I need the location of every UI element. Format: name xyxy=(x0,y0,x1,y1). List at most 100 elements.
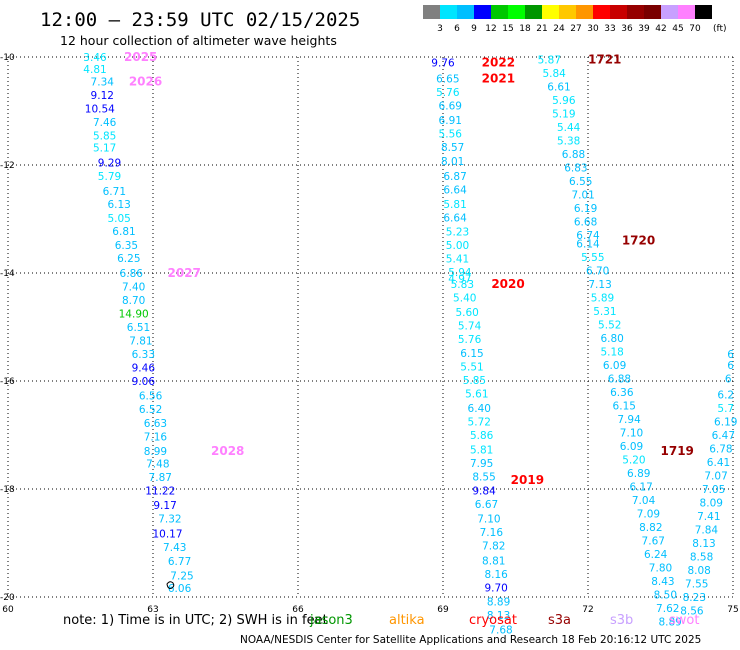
legend-tick: 36 xyxy=(621,24,633,34)
wave-height-point: 7.62 xyxy=(656,603,679,615)
wave-height-point: 6.67 xyxy=(475,499,498,511)
wave-height-point: 5.17 xyxy=(93,143,116,155)
wave-height-point: 7.10 xyxy=(620,427,643,439)
wave-height-point: 5.84 xyxy=(542,68,566,80)
legend-tick: 33 xyxy=(604,24,615,34)
legend-swatch xyxy=(576,5,593,19)
wave-height-point: 6.19 xyxy=(714,417,737,429)
wave-height-point: 6.70 xyxy=(586,265,609,277)
wave-height-point: 5.51 xyxy=(460,361,483,373)
legend-tick: 45 xyxy=(672,24,683,34)
wave-height-point: 6.88 xyxy=(562,149,585,161)
wave-height-point: 7.84 xyxy=(695,525,719,537)
x-axis-ticks: 60 63 66 69 72 75 xyxy=(2,605,738,615)
wave-height-point: 7.43 xyxy=(163,542,186,554)
wave-height-point: 7.16 xyxy=(144,432,168,444)
wave-height-point: 6.74 xyxy=(576,230,600,242)
wave-height-point: 7.67 xyxy=(642,535,665,547)
wave-height-point: 6.40 xyxy=(468,403,491,415)
y-tick-label: -12 xyxy=(0,161,15,171)
pass-time-label: 2025 xyxy=(124,50,157,64)
wave-height-point: 9.29 xyxy=(98,157,121,169)
wave-height-point: 5.60 xyxy=(455,307,478,319)
legend-swatch xyxy=(508,5,525,19)
wave-height-point: 8.43 xyxy=(651,576,674,588)
legend-swatch xyxy=(542,5,559,19)
wave-height-point: 14.90 xyxy=(119,309,149,321)
wave-height-point: 4.97 xyxy=(448,273,471,285)
wave-height-point: 9.17 xyxy=(153,500,176,512)
legend-tick: 3 xyxy=(437,24,443,34)
legend-tick: 9 xyxy=(471,24,477,34)
map-grid xyxy=(7,56,734,598)
chart-subtitle: 12 hour collection of altimeter wave hei… xyxy=(60,33,337,48)
wave-height-point: 8.50 xyxy=(654,589,677,601)
wave-height-point: 6.17 xyxy=(629,481,652,493)
wave-height-point: 7.68 xyxy=(489,624,512,636)
wave-height-point: 6.35 xyxy=(115,240,138,252)
satellite-name: s3a xyxy=(548,613,571,628)
legend-unit: (ft) xyxy=(713,24,727,34)
wave-height-point: 6.86 xyxy=(120,268,144,280)
wave-height-point: 5.89 xyxy=(591,292,614,304)
wave-height-point: 6.25 xyxy=(117,253,140,265)
x-tick-label: 72 xyxy=(582,605,593,615)
legend-swatch xyxy=(678,5,695,19)
wave-height-point: 7.48 xyxy=(146,459,169,471)
wave-height-point: 8.99 xyxy=(144,446,167,458)
wave-height-point: 8.08 xyxy=(687,565,710,577)
wave-height-point: 9.84 xyxy=(472,486,496,498)
wave-height-point: 6.52 xyxy=(139,404,162,416)
pass-time-label: 2026 xyxy=(129,74,162,88)
wave-height-point: 6.36 xyxy=(610,387,634,399)
y-tick-label: -10 xyxy=(0,53,15,63)
wave-height-point: 8.58 xyxy=(690,552,713,564)
legend-swatch xyxy=(593,5,610,19)
legend-swatch xyxy=(610,5,627,19)
wave-height-point: 5.7 xyxy=(717,403,734,415)
wave-height-point: 3.46 xyxy=(83,52,107,64)
wave-height-point: 6.33 xyxy=(132,349,155,361)
wave-height-point: 7.80 xyxy=(649,562,672,574)
legend-tick: 30 xyxy=(587,24,599,34)
wave-height-point: 5.20 xyxy=(622,454,645,466)
wave-height-point: 6.87 xyxy=(443,171,466,183)
wave-height-point: 8.55 xyxy=(472,472,495,484)
wave-height-point: 8.13 xyxy=(487,610,510,622)
legend-swatch xyxy=(525,5,542,19)
island-marker xyxy=(166,581,175,589)
x-tick-label: 60 xyxy=(2,605,14,615)
wave-height-point: 6.61 xyxy=(547,82,570,94)
wave-height-point: 5.56 xyxy=(439,129,463,141)
wave-height-point: 8.09 xyxy=(700,498,723,510)
wave-height-point: 7.40 xyxy=(122,282,145,294)
wave-height-point: 6.24 xyxy=(644,549,668,561)
wave-height-point: 5.41 xyxy=(446,253,469,265)
wave-height-point: 8.23 xyxy=(683,592,706,604)
legend-swatch xyxy=(559,5,576,19)
wave-height-point: 6.89 xyxy=(627,468,650,480)
wave-height-point: 5.85 xyxy=(93,130,116,142)
pass-time-label: 2028 xyxy=(211,444,244,458)
wave-height-point: 5.74 xyxy=(458,320,482,332)
wave-height-point: 8.89 xyxy=(658,616,681,628)
legend-tick: 18 xyxy=(519,24,531,34)
legend-tick: 6 xyxy=(454,24,460,34)
satellite-name: s3b xyxy=(610,613,633,628)
wave-height-point: 7.10 xyxy=(477,514,500,526)
wave-height-point: 6.41 xyxy=(707,457,730,469)
wave-height-point: 7.01 xyxy=(571,190,594,202)
color-legend: 3 6 9 12 15 18 21 24 27 30 33 36 39 42 45 70 xyxy=(423,5,712,34)
wave-height-point: 6.71 xyxy=(103,186,126,198)
wave-height-point: 11.22 xyxy=(145,486,175,498)
wave-height-point: 9.06 xyxy=(132,376,156,388)
wave-height-point: 7.13 xyxy=(588,279,611,291)
legend-tick: 39 xyxy=(638,24,650,34)
wave-height-point: 6.65 xyxy=(436,74,459,86)
wave-height-point: 6.2 xyxy=(717,390,734,402)
wave-height-point: 8.70 xyxy=(122,295,145,307)
wave-height-point: 7.16 xyxy=(480,527,504,539)
pass-time-label: 2027 xyxy=(168,266,201,280)
wave-height-point: 5.61 xyxy=(465,388,488,400)
wave-height-point: 9.70 xyxy=(484,582,507,594)
